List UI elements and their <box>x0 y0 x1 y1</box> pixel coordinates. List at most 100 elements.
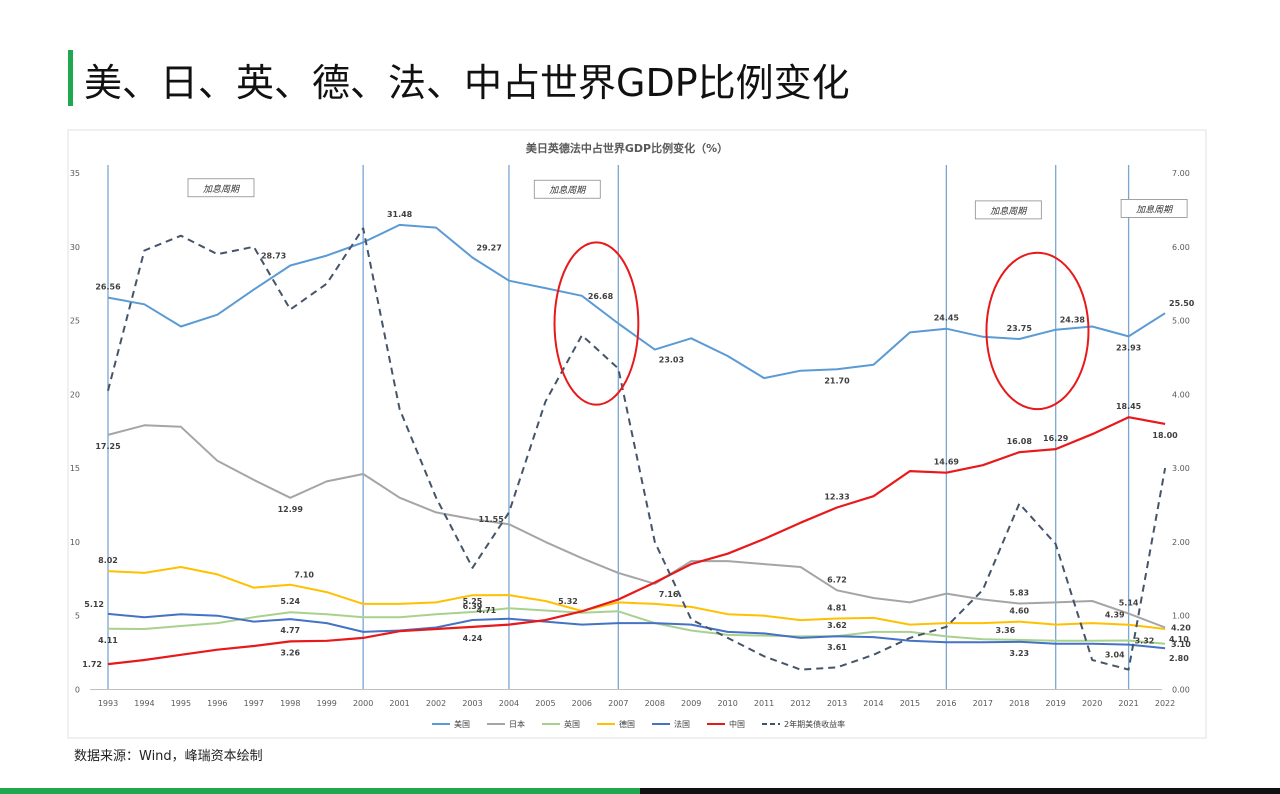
series-line-france <box>107 612 1166 650</box>
right-tick-label: 1.00 <box>1172 612 1190 621</box>
data-label-uk: 3.62 <box>827 621 847 630</box>
data-label-japan: 4.20 <box>1171 624 1191 633</box>
x-tick-label: 2013 <box>827 699 847 708</box>
data-label-germany: 4.81 <box>827 604 847 613</box>
left-tick-label: 20 <box>70 390 80 399</box>
data-label-uk: 3.36 <box>996 626 1016 635</box>
data-label-uk: 5.25 <box>463 597 483 606</box>
right-tick-label: 2.00 <box>1172 538 1190 547</box>
x-tick-label: 1999 <box>317 699 337 708</box>
chart-title: 美日英德法中占世界GDP比例变化（%） <box>526 141 728 155</box>
x-tick-label: 2018 <box>1009 699 1029 708</box>
x-tick-label: 1995 <box>171 699 191 708</box>
page-title: 美、日、英、德、法、中占世界GDP比例变化 <box>84 61 850 105</box>
series-line-usa <box>107 223 1166 380</box>
data-label-japan: 5.83 <box>1009 588 1029 597</box>
legend-label-uk: 英国 <box>564 719 580 729</box>
left-tick-label: 35 <box>70 169 80 178</box>
series-line-yield <box>107 227 1167 671</box>
data-label-germany: 4.10 <box>1169 635 1189 644</box>
series-line-germany <box>107 566 1166 630</box>
series-line-china <box>107 416 1166 666</box>
data-label-china: 16.08 <box>1007 437 1033 446</box>
x-tick-label: 2009 <box>681 699 701 708</box>
x-tick-label: 2001 <box>389 699 409 708</box>
x-tick-label: 2004 <box>499 699 519 708</box>
data-label-china: 4.24 <box>463 634 483 643</box>
right-tick-label: 3.00 <box>1172 464 1190 473</box>
rate-hike-label: 加息周期 <box>203 184 241 195</box>
rate-hike-label: 加息周期 <box>1136 204 1174 215</box>
data-label-germany: 4.60 <box>1009 607 1029 616</box>
legend-label-yield: 2年期美债收益率 <box>784 719 845 729</box>
data-label-germany: 5.32 <box>558 597 578 606</box>
data-label-usa: 21.70 <box>824 376 850 385</box>
data-label-japan: 6.72 <box>827 575 847 584</box>
data-label-japan: 7.16 <box>659 590 679 599</box>
title-accent-bar <box>68 50 73 106</box>
x-tick-label: 2003 <box>462 699 482 708</box>
data-label-uk: 5.24 <box>280 597 300 606</box>
data-label-china: 12.33 <box>824 493 849 502</box>
x-tick-label: 2012 <box>790 699 810 708</box>
x-tick-label: 2000 <box>353 699 373 708</box>
data-label-usa: 24.38 <box>1060 316 1086 325</box>
series-line-japan <box>107 424 1166 629</box>
data-label-usa: 31.48 <box>387 210 413 219</box>
data-label-usa: 29.27 <box>477 244 502 253</box>
data-label-usa: 23.03 <box>659 356 684 365</box>
rate-hike-box <box>974 200 1042 220</box>
rate-hike-label: 加息周期 <box>990 206 1028 217</box>
legend-label-japan: 日本 <box>509 719 525 729</box>
data-label-china: 18.00 <box>1152 431 1178 440</box>
x-tick-label: 1997 <box>244 699 264 708</box>
data-label-germany: 7.10 <box>294 571 314 580</box>
rate-hike-box <box>1120 199 1188 218</box>
series-lines <box>107 223 1167 671</box>
right-tick-label: 5.00 <box>1172 317 1190 326</box>
left-tick-label: 0 <box>75 686 80 695</box>
data-label-japan: 17.25 <box>95 442 121 451</box>
x-tick-label: 1998 <box>280 699 300 708</box>
data-label-usa: 23.93 <box>1116 343 1141 352</box>
data-label-usa: 25.50 <box>1169 299 1195 308</box>
right-tick-label: 6.00 <box>1172 243 1190 252</box>
data-label-uk: 3.10 <box>1171 640 1191 649</box>
x-tick-label: 2010 <box>717 699 737 708</box>
x-tick-label: 1993 <box>98 699 118 708</box>
x-tick-label: 1996 <box>207 699 227 708</box>
data-label-france: 3.23 <box>1009 649 1029 658</box>
data-label-germany: 8.02 <box>98 556 118 565</box>
data-label-china: 18.45 <box>1116 402 1142 411</box>
highlight-circles <box>553 241 1090 411</box>
data-labels: 26.56 28.73 31.48 29.27 26.68 23.03 21.70 24.45… <box>82 210 1195 669</box>
x-tick-label: 2016 <box>936 699 956 708</box>
x-tick-label: 2021 <box>1118 699 1138 708</box>
footer-bar-dark <box>640 788 1280 794</box>
data-label-japan: 11.55 <box>479 515 505 524</box>
data-label-germany: 6.39 <box>463 602 483 611</box>
series-line-uk <box>107 607 1166 645</box>
legend-label-germany: 德国 <box>619 719 635 729</box>
chart-frame <box>67 129 1207 739</box>
legend-label-france: 法国 <box>674 719 690 729</box>
x-tick-label: 2005 <box>535 699 555 708</box>
data-label-france: 3.61 <box>827 643 847 652</box>
x-tick-label: 2014 <box>863 699 883 708</box>
data-label-france: 3.04 <box>1105 651 1125 660</box>
x-tick-label: 2020 <box>1082 699 1102 708</box>
left-tick-label: 25 <box>70 317 80 326</box>
data-label-france: 4.71 <box>477 606 497 615</box>
left-tick-label: 10 <box>70 538 80 547</box>
data-label-usa: 23.75 <box>1007 324 1033 333</box>
x-tick-label: 2015 <box>900 699 920 708</box>
right-tick-label: 4.00 <box>1172 390 1190 399</box>
left-tick-label: 5 <box>75 612 80 621</box>
rate-hike-box <box>187 178 255 198</box>
right-tick-label: 7.00 <box>1172 169 1190 178</box>
data-label-france: 5.12 <box>84 600 104 609</box>
legend-label-china: 中国 <box>729 719 745 729</box>
x-tick-label: 2007 <box>608 699 628 708</box>
data-label-japan: 5.14 <box>1119 599 1139 608</box>
